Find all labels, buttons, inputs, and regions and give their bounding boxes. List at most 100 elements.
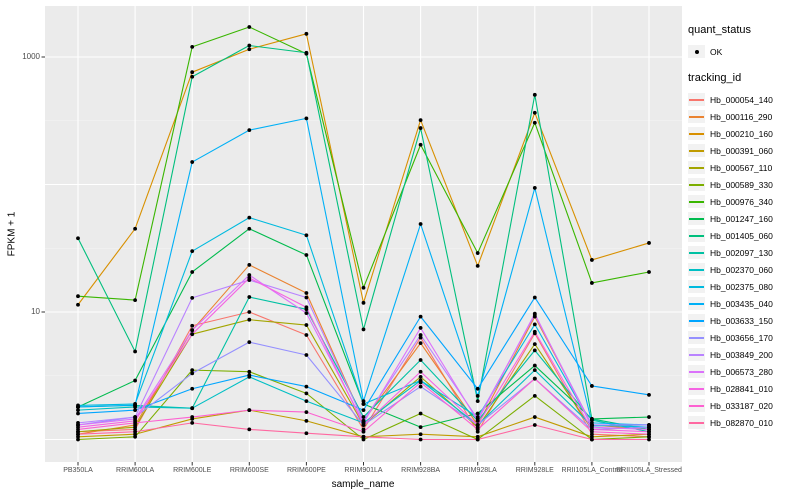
legend-key-line	[688, 161, 705, 174]
line-swatch-icon	[689, 387, 704, 390]
legend-key-line	[688, 331, 705, 344]
legend-item-label: Hb_000210_160	[710, 128, 773, 139]
data-point	[532, 186, 537, 190]
line-swatch-icon	[689, 98, 704, 101]
legend-item-Hb_000210_160: Hb_000210_160	[688, 125, 798, 142]
data-point	[532, 423, 537, 427]
legend-item-label: Hb_082870_010	[710, 417, 773, 428]
data-point	[418, 314, 423, 319]
legend-item-label: Hb_003849_200	[710, 349, 773, 360]
line-swatch-icon	[689, 132, 704, 135]
data-point	[532, 120, 537, 125]
legend-item-Hb_002097_130: Hb_002097_130	[688, 244, 798, 261]
data-point	[418, 326, 423, 330]
data-point	[304, 323, 309, 327]
legend-key-line	[688, 314, 705, 327]
y-tick-label-1000: 1000	[22, 52, 40, 61]
data-point	[361, 402, 366, 406]
data-point	[475, 386, 480, 391]
legend-item-label: Hb_000567_110	[710, 162, 773, 173]
legend-item-Hb_003849_200: Hb_003849_200	[688, 346, 798, 363]
data-point	[133, 403, 138, 408]
legend-item-label: Hb_000976_340	[710, 196, 773, 207]
x-tick-label-RRIM600PE: RRIM600PE	[286, 467, 326, 474]
line-swatch-icon	[689, 353, 704, 356]
legend-item-label: Hb_003656_170	[710, 332, 773, 343]
data-point	[304, 399, 309, 404]
data-point	[532, 92, 537, 97]
data-point	[532, 376, 537, 381]
data-point	[590, 434, 594, 439]
data-point	[304, 253, 309, 257]
legend-item-Hb_000054_140: Hb_000054_140	[688, 91, 798, 108]
data-point	[76, 405, 80, 409]
data-point	[190, 45, 195, 49]
x-tick-label-RRIM928LA: RRIM928LA	[458, 467, 497, 474]
line-swatch-icon	[689, 336, 704, 339]
legend-key-line	[688, 178, 705, 191]
data-point	[304, 418, 309, 423]
data-point	[532, 342, 537, 347]
legend-tracking-items: Hb_000054_140 Hb_000116_290 Hb_000210_160 H…	[688, 91, 798, 431]
data-point	[76, 411, 80, 416]
legend-key-line	[688, 144, 705, 157]
data-point	[133, 408, 138, 413]
legend-item-Hb_003435_040: Hb_003435_040	[688, 295, 798, 312]
data-point	[133, 298, 138, 302]
legend-item-Hb_003656_170: Hb_003656_170	[688, 329, 798, 346]
data-point	[418, 425, 423, 430]
data-point	[475, 434, 480, 439]
data-point	[190, 249, 195, 254]
data-point	[247, 128, 252, 133]
data-point	[590, 384, 594, 388]
data-point	[532, 110, 537, 115]
legend-key-line	[688, 246, 705, 259]
data-point	[361, 327, 366, 332]
legend-item-Hb_001405_060: Hb_001405_060	[688, 227, 798, 244]
legend-item-label: Hb_003435_040	[710, 298, 773, 309]
data-point	[247, 215, 252, 220]
data-point	[418, 411, 423, 416]
data-point	[190, 323, 195, 328]
data-point	[475, 437, 480, 442]
data-point	[590, 437, 594, 442]
data-point	[647, 392, 651, 397]
line-swatch-icon	[689, 421, 704, 424]
data-point	[304, 116, 309, 121]
data-point	[647, 241, 651, 245]
legend-key-line	[688, 348, 705, 361]
legend-item-Hb_028841_010: Hb_028841_010	[688, 380, 798, 397]
data-point	[133, 378, 138, 383]
data-point	[418, 380, 423, 385]
gridlines	[45, 6, 682, 462]
data-point	[532, 329, 537, 334]
data-point	[475, 251, 480, 255]
legend-item-label: Hb_000391_060	[710, 145, 773, 156]
data-point	[247, 427, 252, 432]
legend-key-line	[688, 280, 705, 293]
line-swatch-icon	[689, 319, 704, 322]
legend-item-Hb_002375_080: Hb_002375_080	[688, 278, 798, 295]
legend-title-quant-status: quant_status	[688, 24, 751, 36]
data-point	[304, 31, 309, 36]
data-point	[190, 295, 195, 300]
data-point	[190, 420, 195, 425]
data-point	[418, 384, 423, 389]
data-point	[247, 295, 252, 299]
data-point	[361, 437, 366, 442]
legend-item-label: Hb_028841_010	[710, 383, 773, 394]
legend-item-label: Hb_002097_130	[710, 247, 773, 258]
data-point	[133, 420, 138, 425]
data-point	[361, 423, 366, 427]
data-point	[647, 415, 651, 419]
x-axis-title: sample_name	[331, 479, 395, 490]
data-point	[247, 373, 252, 377]
legend: quant_status OK tracking_id Hb_000054_14…	[688, 24, 798, 431]
data-point	[133, 349, 138, 354]
data-point	[247, 408, 252, 413]
data-point	[418, 374, 423, 379]
legend-item-Hb_000567_110: Hb_000567_110	[688, 159, 798, 176]
data-point	[190, 74, 195, 79]
legend-item-Hb_002370_060: Hb_002370_060	[688, 261, 798, 278]
